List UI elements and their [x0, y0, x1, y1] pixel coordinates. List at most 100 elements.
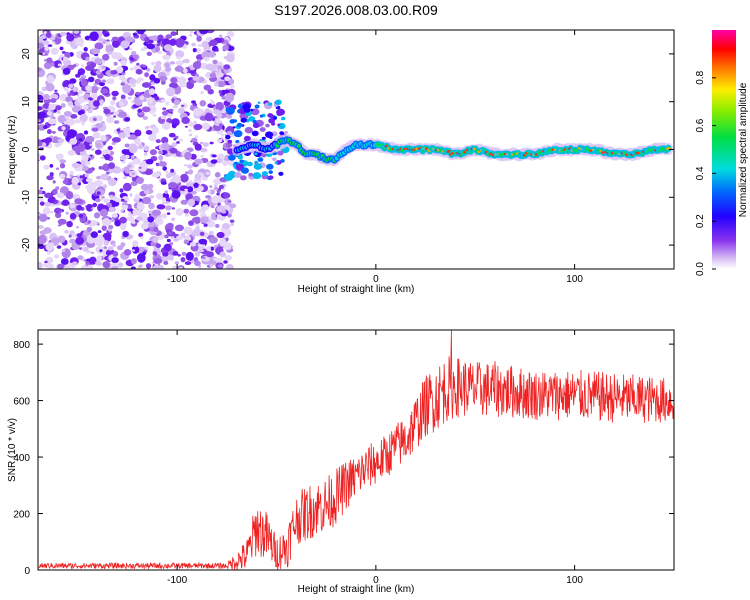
- snr-x-tick-label: 0: [373, 575, 379, 586]
- burst-speckle: [275, 99, 282, 105]
- burst-speckle: [237, 155, 244, 160]
- snr-y-tick-label: 200: [13, 510, 30, 521]
- noise-speckle: [92, 132, 101, 139]
- noise-speckle: [78, 213, 84, 219]
- noise-speckle: [38, 42, 45, 49]
- noise-speckle: [206, 246, 211, 252]
- noise-speckle: [87, 220, 91, 224]
- noise-speckle: [55, 105, 62, 111]
- noise-speckle: [173, 238, 179, 242]
- noise-speckle: [128, 134, 138, 140]
- spectrogram-y-tick-label: -20: [21, 237, 32, 252]
- noise-speckle: [189, 179, 193, 183]
- noise-speckle: [50, 47, 59, 56]
- noise-speckle: [154, 217, 164, 226]
- noise-speckle: [64, 229, 69, 234]
- noise-speckle: [225, 263, 234, 269]
- burst-speckle: [240, 117, 247, 123]
- noise-speckle: [99, 249, 103, 253]
- noise-speckle: [44, 260, 48, 263]
- noise-speckle: [162, 54, 171, 61]
- noise-speckle: [163, 260, 169, 265]
- noise-speckle: [59, 163, 66, 169]
- snr-y-tick-label: 800: [13, 340, 30, 351]
- noise-speckle: [176, 141, 180, 144]
- noise-speckle: [73, 30, 80, 34]
- noise-speckle: [200, 147, 208, 153]
- noise-speckle: [96, 255, 102, 261]
- noise-speckle: [94, 42, 104, 50]
- burst-speckle: [261, 171, 268, 176]
- noise-speckle: [165, 197, 171, 203]
- noise-speckle: [161, 181, 167, 185]
- noise-speckle: [116, 128, 121, 132]
- noise-speckle: [76, 204, 83, 211]
- noise-speckle: [216, 118, 221, 124]
- burst-speckle: [253, 163, 262, 170]
- colorbar-tick-label: 0.8: [695, 70, 706, 84]
- noise-speckle: [215, 223, 220, 228]
- noise-speckle: [167, 254, 174, 261]
- burst-speckle: [242, 103, 251, 111]
- noise-speckle: [41, 52, 45, 56]
- noise-speckle: [74, 37, 85, 47]
- noise-speckle: [199, 249, 205, 253]
- noise-speckle: [120, 198, 125, 202]
- noise-speckle: [50, 93, 59, 100]
- noise-speckle: [102, 163, 110, 172]
- noise-speckle: [171, 123, 177, 129]
- noise-speckle: [221, 223, 231, 230]
- noise-speckle: [205, 63, 215, 71]
- noise-speckle: [60, 258, 69, 265]
- noise-speckle: [106, 202, 113, 208]
- noise-speckle: [129, 193, 133, 197]
- burst-speckle: [241, 167, 249, 174]
- noise-speckle: [85, 85, 92, 92]
- noise-speckle: [138, 112, 144, 116]
- noise-speckle: [188, 220, 194, 226]
- noise-speckle: [67, 149, 76, 156]
- snr-y-tick-label: 400: [13, 453, 30, 464]
- noise-speckle: [57, 114, 66, 124]
- noise-speckle: [67, 93, 72, 97]
- noise-speckle: [71, 162, 80, 169]
- noise-speckle: [228, 79, 234, 85]
- noise-speckle: [224, 76, 231, 82]
- spectrogram-y-tick-label: 20: [21, 48, 32, 60]
- noise-speckle: [161, 213, 168, 219]
- noise-speckle: [171, 142, 178, 147]
- burst-speckle: [281, 116, 286, 121]
- noise-speckle: [102, 30, 106, 35]
- noise-speckle: [201, 40, 209, 48]
- noise-speckle: [56, 154, 63, 161]
- noise-speckle: [113, 61, 118, 66]
- burst-speckle: [225, 134, 231, 140]
- noise-speckle: [217, 65, 223, 71]
- noise-speckle: [69, 170, 74, 175]
- noise-speckle: [168, 231, 173, 235]
- noise-speckle: [222, 160, 228, 166]
- noise-speckle: [149, 149, 157, 156]
- burst-speckle: [252, 172, 262, 180]
- noise-speckle: [63, 111, 72, 117]
- burst-speckle: [272, 157, 277, 161]
- noise-speckle: [38, 213, 48, 222]
- noise-speckle: [114, 219, 121, 227]
- noise-speckle: [216, 81, 226, 88]
- burst-speckle: [277, 150, 284, 156]
- noise-speckle: [55, 167, 60, 170]
- noise-speckle: [108, 206, 116, 213]
- noise-speckle: [166, 222, 174, 229]
- noise-speckle: [197, 44, 203, 47]
- noise-speckle: [138, 265, 142, 268]
- noise-speckle: [192, 217, 200, 223]
- noise-speckle: [124, 143, 131, 148]
- noise-speckle: [171, 174, 181, 184]
- noise-speckle: [200, 216, 209, 223]
- noise-speckle: [61, 248, 66, 253]
- noise-speckle: [180, 173, 189, 183]
- noise-speckle: [194, 143, 202, 151]
- noise-speckle: [143, 145, 150, 152]
- noise-speckle: [185, 251, 194, 261]
- noise-speckle: [148, 202, 155, 210]
